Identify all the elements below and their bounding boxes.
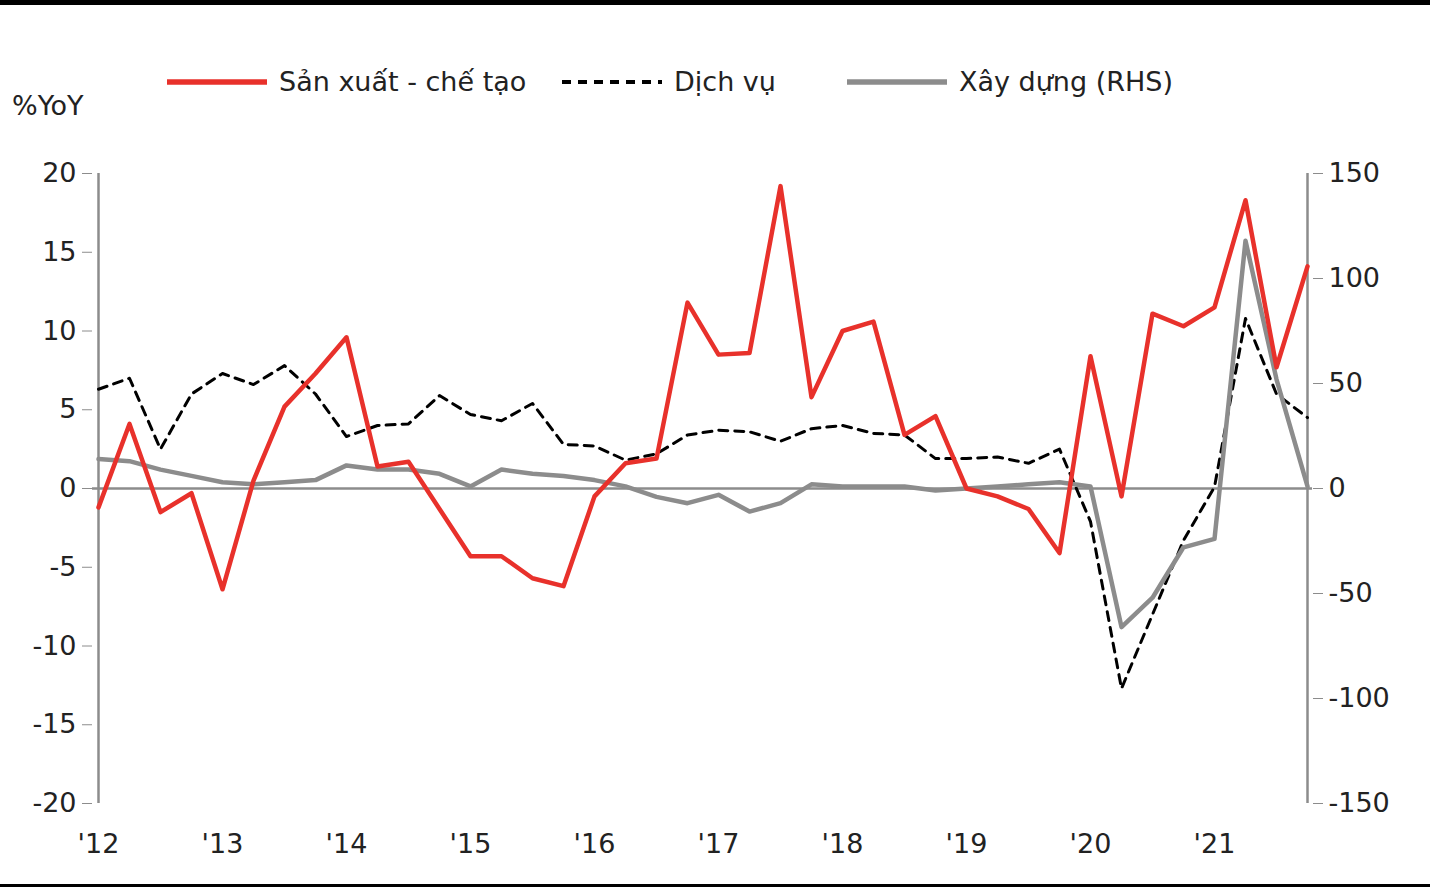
html-text:Dịch vụ: Dịch vụ [674,66,776,97]
html-text:%YoY: %YoY [12,90,84,121]
svg-text:20: 20 [42,157,76,188]
svg-text:10: 10 [42,315,76,346]
svg-text:-50: -50 [1329,577,1373,608]
svg-text:'19: '19 [946,828,988,859]
svg-text:-150: -150 [1329,787,1390,818]
html-text:Sản xuất - chế tạo: Sản xuất - chế tạo [279,66,527,97]
svg-text:'14: '14 [326,828,368,859]
svg-text:-10: -10 [32,630,76,661]
svg-text:'18: '18 [822,828,864,859]
svg-text:-20: -20 [32,787,76,818]
svg-text:'15: '15 [450,828,492,859]
svg-text:0: 0 [1329,472,1346,503]
svg-text:0: 0 [59,472,76,503]
svg-text:50: 50 [1329,367,1363,398]
svg-text:'13: '13 [202,828,244,859]
svg-text:-100: -100 [1329,682,1390,713]
svg-text:'20: '20 [1070,828,1112,859]
svg-text:'12: '12 [78,828,120,859]
svg-text:'21: '21 [1194,828,1236,859]
svg-text:15: 15 [42,236,76,267]
svg-text:150: 150 [1329,157,1381,188]
html-text:Xây dựng (RHS): Xây dựng (RHS) [959,66,1173,97]
svg-text:'16: '16 [574,828,616,859]
svg-text:5: 5 [59,393,76,424]
svg-text:-5: -5 [50,551,77,582]
svg-text:'17: '17 [698,828,740,859]
svg-text:100: 100 [1329,262,1381,293]
svg-text:-15: -15 [32,708,76,739]
